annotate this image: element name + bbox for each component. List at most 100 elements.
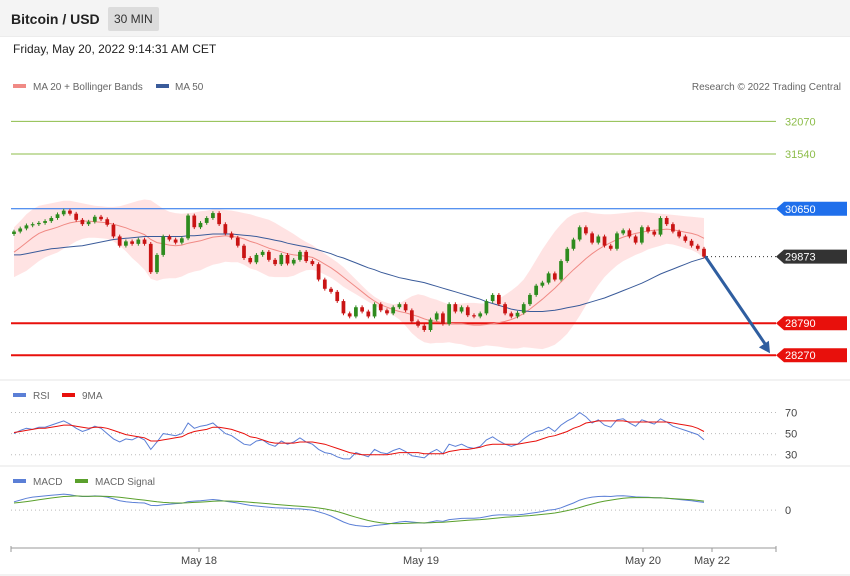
rsi-tick-label: 70 — [785, 407, 797, 419]
rsi-tick-label: 50 — [785, 429, 797, 441]
macd-legend-swatch — [13, 479, 26, 483]
candle — [49, 218, 54, 222]
candle — [497, 294, 501, 305]
support-level-tag — [776, 316, 847, 331]
candle — [615, 233, 619, 249]
candle — [409, 310, 414, 322]
candle — [155, 254, 159, 273]
candle — [639, 227, 644, 243]
candle — [391, 307, 396, 314]
chart-header: Bitcoin / USD 30 MIN — [0, 0, 850, 37]
candle — [235, 237, 240, 246]
support-level-tag — [776, 348, 847, 363]
candle — [248, 258, 253, 263]
candle — [695, 245, 700, 249]
macd-signal-legend-swatch — [75, 479, 88, 483]
x-tick-label: May 19 — [403, 555, 439, 567]
candle — [354, 307, 358, 317]
ma20-legend-label: MA 20 + Bollinger Bands — [33, 82, 143, 93]
candle — [453, 304, 458, 312]
candle — [161, 236, 166, 255]
candle — [472, 315, 476, 317]
candle — [534, 285, 539, 295]
candle — [465, 307, 470, 316]
candle — [30, 224, 35, 226]
candle — [702, 248, 706, 257]
rsi-legend-swatch — [13, 393, 26, 397]
x-axis: May 18 May 19 May 20 May 22 — [10, 546, 777, 567]
candle — [565, 248, 570, 262]
candle — [559, 261, 563, 280]
candle — [86, 221, 91, 225]
candle — [316, 264, 321, 280]
candle — [223, 224, 228, 234]
timestamp: Friday, May 20, 2022 9:14:31 AM CET — [13, 42, 217, 56]
candle — [242, 245, 246, 258]
macd-series-1-line — [13, 495, 705, 525]
candle — [434, 313, 439, 320]
candle — [322, 279, 327, 289]
candle — [385, 310, 389, 314]
candle — [571, 239, 576, 249]
candle — [335, 291, 340, 302]
macd-panel: 0 — [11, 493, 791, 528]
candle — [503, 304, 507, 314]
candle — [422, 325, 427, 330]
candle — [179, 238, 184, 243]
pivot-level-label: 30650 — [785, 204, 816, 216]
candle — [521, 304, 526, 313]
rsi-series-0-line — [13, 411, 705, 460]
ma50-legend-label: MA 50 — [175, 82, 204, 93]
macd-series-0-line — [13, 493, 705, 528]
resistance-level-label: 31540 — [785, 149, 816, 161]
candle — [142, 239, 147, 244]
candle — [403, 304, 408, 311]
rsi-panel: 70 50 30 — [11, 407, 797, 462]
candle — [441, 313, 445, 324]
candle — [124, 241, 128, 246]
support-level-label: 28270 — [785, 350, 816, 362]
candle — [24, 225, 29, 229]
candle — [683, 236, 688, 241]
timeframe-button[interactable]: 30 MIN — [108, 7, 159, 31]
candle — [217, 213, 221, 225]
bollinger-band — [14, 199, 704, 350]
candle — [484, 301, 489, 314]
candle — [192, 215, 197, 228]
candle — [366, 311, 371, 317]
resistance-level-label: 32070 — [785, 116, 816, 128]
candle — [677, 231, 681, 237]
candle — [229, 233, 234, 238]
x-tick-label: May 22 — [694, 555, 730, 567]
candle — [55, 214, 60, 218]
candle — [267, 251, 271, 260]
candle — [167, 236, 172, 240]
candle — [204, 218, 209, 223]
candle — [546, 273, 551, 283]
rsi-ma-legend-label: 9MA — [82, 391, 103, 402]
candle — [378, 304, 383, 311]
candle — [664, 218, 669, 225]
candle — [18, 228, 23, 232]
candle — [80, 219, 85, 225]
candle — [117, 236, 122, 246]
candle — [61, 210, 66, 215]
ma20-line — [13, 220, 705, 326]
x-tick-label: May 20 — [625, 555, 661, 567]
rsi-ma-legend-swatch — [62, 393, 75, 397]
rsi-legend-label: RSI — [33, 391, 50, 402]
candle — [347, 313, 352, 317]
candle — [92, 216, 97, 222]
candle — [459, 307, 464, 312]
candle — [136, 239, 141, 244]
candle — [428, 319, 433, 330]
candle — [658, 218, 663, 235]
last-price-label: 29873 — [785, 252, 816, 264]
candle — [552, 273, 557, 280]
rsi-tick-label: 30 — [785, 450, 797, 462]
candle — [198, 222, 203, 228]
candle — [329, 288, 333, 292]
candle — [397, 304, 402, 308]
candle — [285, 254, 290, 264]
